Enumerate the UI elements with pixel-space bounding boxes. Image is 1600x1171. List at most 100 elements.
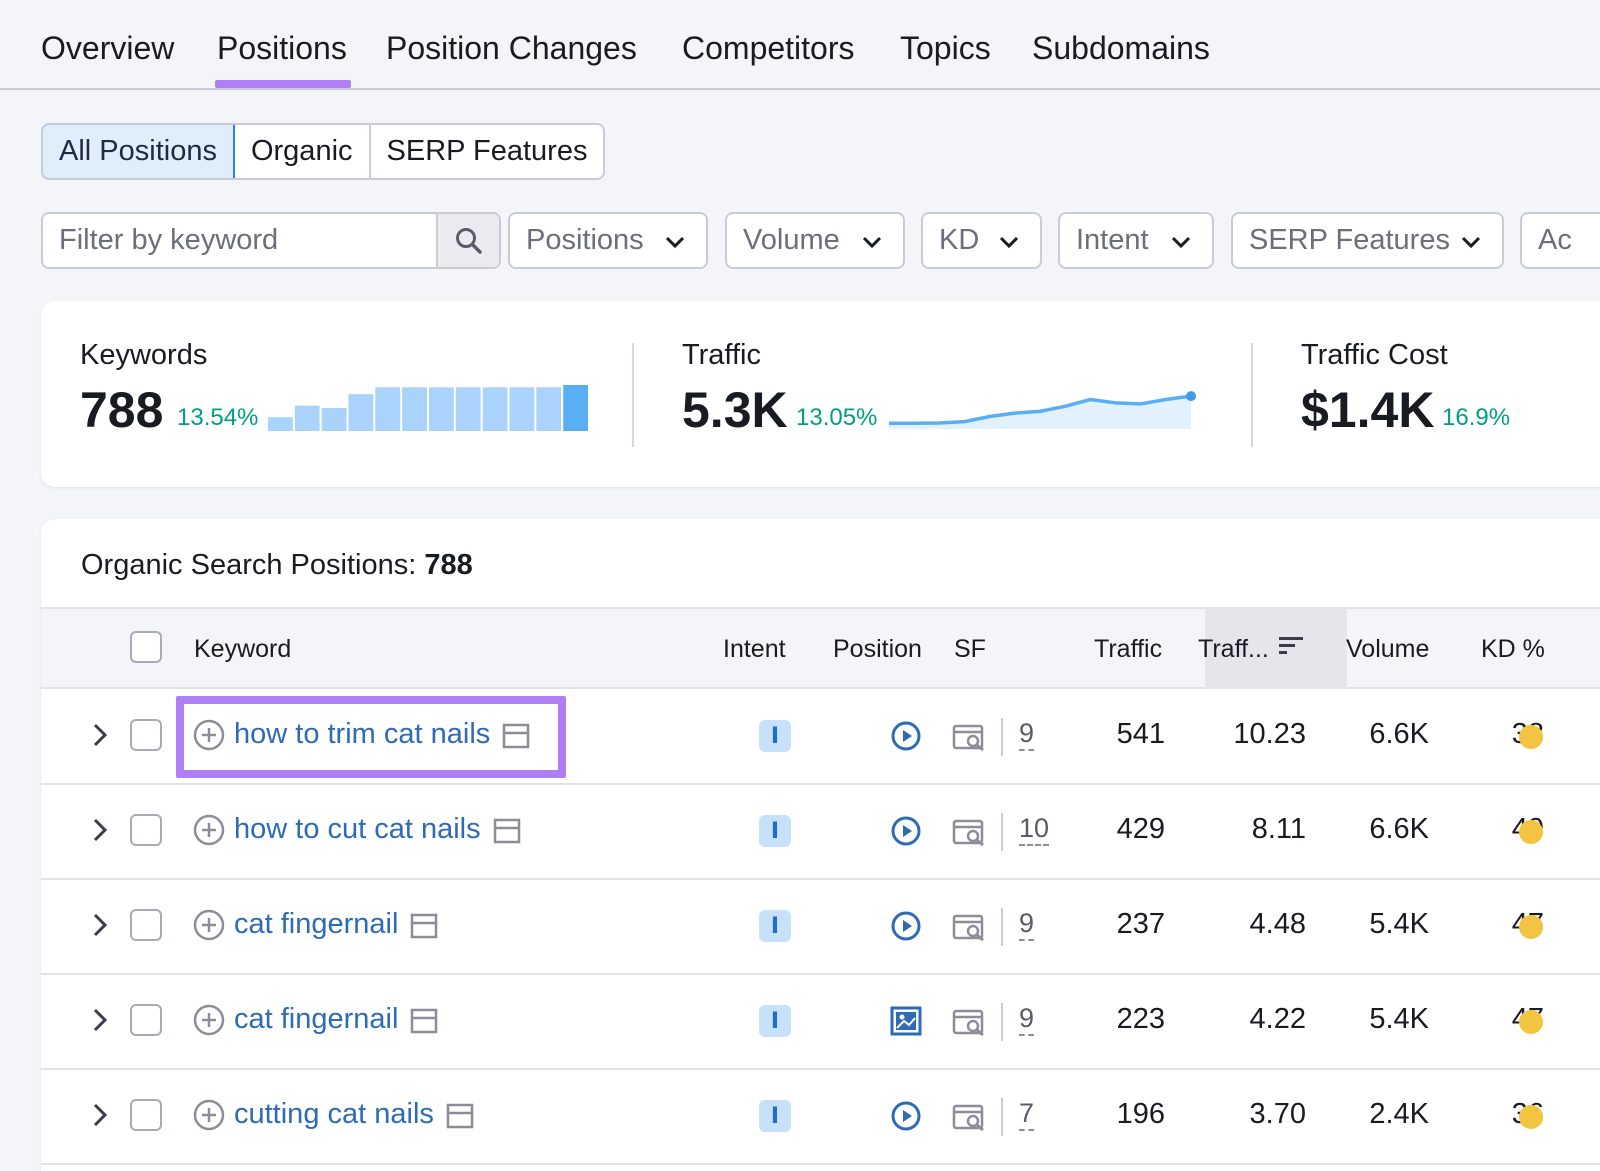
- keyword-filter-input[interactable]: [43, 214, 436, 267]
- serp-features-icon[interactable]: [952, 817, 986, 852]
- traffic-label: Traffic: [682, 339, 761, 371]
- keywords-bar: [482, 387, 508, 431]
- keywords-bar: [321, 408, 347, 431]
- serp-features-icon[interactable]: [952, 912, 986, 947]
- intent-dropdown[interactable]: Intent: [1058, 212, 1214, 269]
- traffic-percent-cell: 10.23: [1233, 718, 1306, 750]
- chevron-down-icon: [862, 236, 882, 249]
- kd-difficulty-dot: [1519, 820, 1543, 844]
- segment-all-positions[interactable]: All Positions: [43, 125, 235, 178]
- tab-positions[interactable]: Positions: [215, 30, 351, 88]
- serp-snapshot-icon[interactable]: [446, 1103, 474, 1134]
- tab-position-changes[interactable]: Position Changes: [386, 30, 637, 66]
- keyword-link[interactable]: cat fingernail: [234, 1003, 399, 1035]
- position-type-switch: All Positions Organic SERP Features: [41, 123, 606, 180]
- traffic-cell: 541: [1116, 718, 1165, 750]
- tab-competitors[interactable]: Competitors: [682, 30, 855, 66]
- sf-count[interactable]: 9: [1019, 719, 1035, 751]
- keywords-bar: [509, 387, 535, 431]
- keyword-link[interactable]: how to trim cat nails: [234, 718, 491, 750]
- expand-row-icon[interactable]: [91, 912, 109, 943]
- advanced-filters-dropdown[interactable]: Ac: [1520, 212, 1600, 269]
- keywords-bar: [455, 387, 481, 431]
- row-checkbox[interactable]: [130, 814, 162, 846]
- sf-divider: [1001, 718, 1003, 756]
- add-keyword-icon[interactable]: [192, 718, 226, 757]
- video-icon: [890, 720, 922, 757]
- tab-overview[interactable]: Overview: [41, 30, 175, 66]
- traffic-percent-cell: 4.48: [1249, 908, 1306, 940]
- expand-row-icon[interactable]: [91, 817, 109, 848]
- tab-subdomains[interactable]: Subdomains: [1032, 30, 1210, 66]
- header-traffic[interactable]: Traffic: [1094, 635, 1163, 663]
- traffic-cell: 196: [1116, 1098, 1165, 1130]
- expand-row-icon[interactable]: [91, 1102, 109, 1133]
- row-checkbox[interactable]: [130, 719, 162, 751]
- add-keyword-icon[interactable]: [192, 908, 226, 947]
- add-keyword-icon[interactable]: [192, 1003, 226, 1042]
- header-traffic-percent[interactable]: Traff...: [1198, 635, 1269, 663]
- kd-difficulty-dot: [1519, 725, 1543, 749]
- kd-difficulty-dot: [1519, 1010, 1543, 1034]
- serp-snapshot-icon[interactable]: [493, 818, 521, 849]
- intent-dropdown-label: Intent: [1076, 224, 1149, 256]
- header-keyword[interactable]: Keyword: [194, 635, 292, 663]
- traffic-percent-cell: 3.70: [1249, 1098, 1306, 1130]
- summary-card: Keywords 788 13.54% Traffic 5.3K 13.05% …: [41, 301, 1600, 487]
- sf-count[interactable]: 9: [1019, 909, 1035, 941]
- sf-count[interactable]: 9: [1019, 1004, 1035, 1036]
- keywords-value: 788: [80, 382, 164, 438]
- select-all-checkbox[interactable]: [130, 631, 162, 663]
- tab-topics[interactable]: Topics: [900, 30, 991, 66]
- keywords-bar: [268, 417, 293, 431]
- search-button[interactable]: [436, 214, 499, 267]
- sf-divider: [1001, 1003, 1003, 1041]
- keywords-bar: [402, 387, 427, 431]
- sf-count[interactable]: 10: [1019, 814, 1050, 846]
- keyword-link[interactable]: how to cut cat nails: [234, 813, 481, 845]
- kd-dropdown[interactable]: KD: [921, 212, 1042, 269]
- header-position[interactable]: Position: [833, 635, 922, 663]
- sf-count[interactable]: 7: [1019, 1099, 1035, 1131]
- keyword-link[interactable]: cat fingernail: [234, 908, 399, 940]
- row-checkbox[interactable]: [130, 1004, 162, 1036]
- serp-snapshot-icon[interactable]: [410, 1008, 438, 1039]
- keywords-label: Keywords: [80, 339, 208, 371]
- row-checkbox[interactable]: [130, 1099, 162, 1131]
- expand-row-icon[interactable]: [91, 1007, 109, 1038]
- header-sf[interactable]: SF: [954, 635, 986, 663]
- header-kd[interactable]: KD %: [1481, 635, 1545, 663]
- volume-cell: 5.4K: [1369, 908, 1429, 940]
- segment-serp-features[interactable]: SERP Features: [386, 135, 588, 167]
- chevron-down-icon: [1171, 236, 1191, 249]
- serp-snapshot-icon[interactable]: [410, 913, 438, 944]
- serp-features-dropdown[interactable]: SERP Features: [1231, 212, 1504, 269]
- positions-dropdown[interactable]: Positions: [508, 212, 708, 269]
- kd-dropdown-label: KD: [939, 224, 980, 256]
- add-keyword-icon[interactable]: [192, 1098, 226, 1137]
- video-icon: [890, 1100, 922, 1137]
- expand-row-icon[interactable]: [91, 722, 109, 753]
- intent-badge: I: [759, 1100, 791, 1132]
- keyword-link[interactable]: cutting cat nails: [234, 1098, 434, 1130]
- serp-features-icon[interactable]: [952, 1007, 986, 1042]
- serp-features-icon[interactable]: [952, 1102, 986, 1137]
- serp-features-dropdown-label: SERP Features: [1249, 224, 1450, 256]
- video-icon: [890, 910, 922, 947]
- chevron-down-icon: [1461, 236, 1481, 249]
- keywords-bar: [348, 394, 374, 431]
- header-intent[interactable]: Intent: [723, 635, 786, 663]
- header-volume[interactable]: Volume: [1346, 635, 1430, 663]
- volume-dropdown[interactable]: Volume: [725, 212, 905, 269]
- row-checkbox[interactable]: [130, 909, 162, 941]
- sort-descending-icon[interactable]: [1278, 635, 1304, 657]
- traffic-cell: 429: [1116, 813, 1165, 845]
- segment-organic[interactable]: Organic: [235, 125, 371, 178]
- serp-snapshot-icon[interactable]: [502, 723, 530, 754]
- chevron-down-icon: [999, 236, 1019, 249]
- serp-features-icon[interactable]: [952, 722, 986, 757]
- traffic-last-point: [1186, 391, 1196, 402]
- add-keyword-icon[interactable]: [192, 813, 226, 852]
- intent-badge: I: [759, 910, 791, 942]
